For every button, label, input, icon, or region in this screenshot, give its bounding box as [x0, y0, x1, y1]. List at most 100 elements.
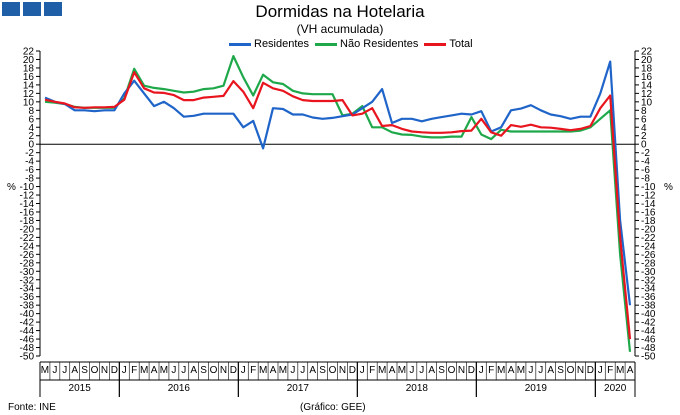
x-tick-label: J — [538, 365, 543, 376]
chart-subtitle: (VH acumulada) — [296, 22, 384, 36]
y-tick-label-right: 12 — [641, 89, 653, 100]
legend-item-total: Total — [424, 38, 473, 50]
y-tick-label-right: 16 — [641, 72, 653, 83]
x-tick-label: M — [497, 365, 505, 376]
x-tick-label: N — [577, 365, 584, 376]
legend-label-residentes: Residentes — [254, 38, 310, 50]
y-tick-label-right: -10 — [641, 182, 656, 193]
x-tick-label: M — [398, 365, 406, 376]
y-tick-label-left: -38 — [20, 301, 35, 312]
y-tick-label-right: -16 — [641, 207, 656, 218]
x-tick-label: S — [438, 365, 445, 376]
y-tick-label-right: 22 — [641, 47, 653, 58]
x-tick-label: N — [101, 365, 108, 376]
legend-swatch-nao-residentes — [315, 42, 338, 46]
legend-item-residentes: Residentes — [229, 38, 309, 50]
y-tick-label-right: -22 — [641, 233, 656, 244]
x-tick-label: F — [607, 365, 613, 376]
series-line-nao-residentes — [44, 54, 632, 352]
x-tick-label: M — [279, 365, 287, 376]
y-tick-label-left: -24 — [20, 241, 35, 252]
y-tick-label-left: -34 — [20, 284, 35, 295]
y-tick-label-left: -36 — [20, 292, 35, 303]
x-tick-label: M — [378, 365, 386, 376]
x-tick-label: M — [160, 365, 168, 376]
x-tick-label: S — [557, 365, 564, 376]
legend-item-nao-residentes: Não Residentes — [315, 38, 418, 50]
y-tick-label-left: 6 — [28, 114, 34, 125]
x-tick-label: A — [547, 365, 554, 376]
y-tick-label-left: 0 — [28, 140, 34, 151]
y-tick-label-left: -30 — [20, 267, 35, 278]
x-year-label: 2018 — [406, 383, 429, 394]
x-tick-label: J — [122, 365, 127, 376]
chart-title: Dormidas na Hotelaria — [255, 2, 425, 21]
y-tick-label-left: 18 — [23, 63, 35, 74]
x-tick-label: N — [220, 365, 227, 376]
logo-square — [2, 2, 20, 16]
y-tick-label-left: -40 — [20, 309, 35, 320]
y-tick-label-right: -24 — [641, 241, 656, 252]
y-tick-label-left: 22 — [23, 47, 35, 58]
y-tick-label-right: -28 — [641, 258, 656, 269]
x-tick-label: A — [270, 365, 277, 376]
y-tick-label-right: -38 — [641, 301, 656, 312]
y-tick-label-right: -36 — [641, 292, 656, 303]
y-tick-label-left: -18 — [20, 216, 35, 227]
y-tick-label-right: -4 — [641, 157, 650, 168]
x-tick-label: D — [230, 365, 237, 376]
y-tick-label-left: 12 — [23, 89, 35, 100]
x-year-label: 2020 — [604, 383, 627, 394]
chart-legend: Residentes Não Residentes Total — [229, 38, 479, 50]
y-tick-label-left: -42 — [20, 318, 35, 329]
y-tick-label-right: 8 — [641, 106, 647, 117]
x-tick-label: O — [210, 365, 218, 376]
x-tick-label: O — [329, 365, 337, 376]
x-tick-label: A — [389, 365, 396, 376]
y-tick-label-right: 18 — [641, 63, 653, 74]
y-tick-label-right: 10 — [641, 97, 653, 108]
x-tick-label: J — [409, 365, 414, 376]
x-tick-label: M — [616, 365, 624, 376]
y-axis-label-right: % — [664, 182, 673, 193]
y-tick-label-left: -2 — [25, 148, 34, 159]
y-tick-label-left: -44 — [20, 326, 35, 337]
y-tick-label-right: -12 — [641, 191, 656, 202]
brand-logo — [2, 2, 62, 16]
x-tick-label: J — [528, 365, 533, 376]
y-tick-label-right: -34 — [641, 284, 656, 295]
x-tick-label: S — [81, 365, 88, 376]
y-tick-label-right: -32 — [641, 275, 656, 286]
y-tick-label-right: 4 — [641, 123, 647, 134]
y-tick-label-left: 8 — [28, 106, 34, 117]
x-tick-label: D — [587, 365, 594, 376]
y-tick-label-left: -22 — [20, 233, 35, 244]
legend-label-total: Total — [449, 38, 473, 50]
x-tick-label: J — [360, 365, 365, 376]
source-note: Fonte: INE — [8, 402, 56, 413]
legend-swatch-total — [424, 42, 447, 46]
y-tick-label-right: 6 — [641, 114, 647, 125]
y-tick-label-right: -50 — [641, 352, 656, 363]
y-axis-label-left: % — [7, 182, 16, 193]
y-tick-label-left: -6 — [25, 165, 34, 176]
x-tick-label: A — [428, 365, 435, 376]
x-tick-label: M — [41, 365, 49, 376]
x-tick-label: D — [349, 365, 356, 376]
y-tick-label-left: -48 — [20, 343, 35, 354]
x-tick-label: O — [567, 365, 575, 376]
y-tick-label-right: -40 — [641, 309, 656, 320]
x-tick-label: D — [468, 365, 475, 376]
y-tick-label-left: 16 — [23, 72, 35, 83]
x-tick-label: N — [339, 365, 346, 376]
x-tick-label: F — [369, 365, 375, 376]
y-tick-label-right: -46 — [641, 335, 656, 346]
y-tick-label-left: -16 — [20, 207, 35, 218]
y-tick-label-left: 2 — [28, 131, 34, 142]
x-tick-label: M — [140, 365, 148, 376]
y-tick-label-right: -18 — [641, 216, 656, 227]
y-tick-label-left: -32 — [20, 275, 35, 286]
x-tick-label: O — [448, 365, 456, 376]
y-tick-label-left: 14 — [23, 80, 35, 91]
